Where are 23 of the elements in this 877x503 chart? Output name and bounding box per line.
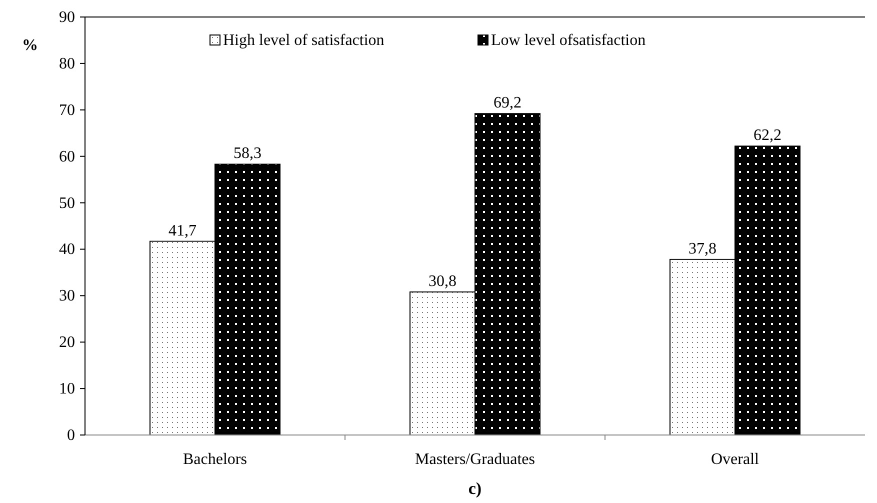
- legend-label: Low level ofsatisfaction: [491, 32, 646, 49]
- data-label: 62,2: [754, 127, 782, 144]
- y-tick-label: 0: [67, 427, 75, 444]
- x-tick-label: Bachelors: [183, 451, 247, 468]
- y-tick-label: 60: [59, 148, 75, 166]
- y-tick-label: 80: [59, 55, 75, 72]
- data-label: 37,8: [688, 240, 716, 258]
- y-tick-label: 20: [59, 334, 75, 352]
- x-tick-label: Overall: [711, 451, 760, 468]
- x-tick-label: Masters/Graduates: [415, 451, 535, 468]
- data-label: 41,7: [168, 222, 196, 240]
- y-tick-label: 90: [59, 9, 75, 26]
- data-label: 69,2: [494, 94, 522, 112]
- y-tick-label: 30: [59, 288, 75, 305]
- data-label: 30,8: [428, 272, 456, 290]
- y-tick-label: 40: [59, 241, 75, 258]
- data-label: 58,3: [234, 145, 262, 162]
- text: c): [468, 479, 482, 498]
- y-tick-label: 70: [59, 102, 75, 119]
- y-tick-label: 10: [59, 380, 75, 398]
- y-tick-label: 50: [59, 194, 75, 212]
- y-axis-title: %: [22, 37, 38, 54]
- legend-label: High level of satisfaction: [223, 32, 384, 49]
